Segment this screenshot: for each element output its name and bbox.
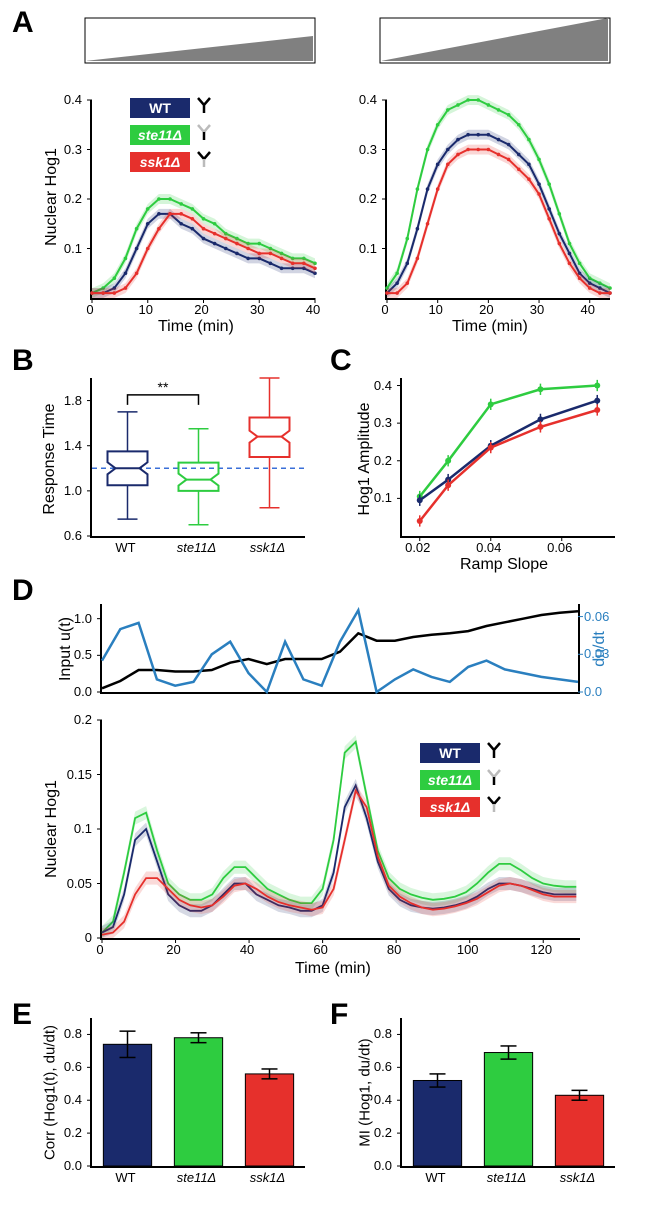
ramp-right <box>380 18 610 63</box>
ylabel-c: Hog1 Amplitude <box>356 389 374 529</box>
chart-d-input <box>100 604 580 694</box>
ramp-left <box>85 18 315 63</box>
panel-label-c: C <box>330 344 352 378</box>
legend-d: WT ste11Δ ssk1Δ <box>420 740 504 821</box>
ylabel-f: MI (Hog1, du/dt) <box>357 1018 374 1168</box>
chart-e-corr <box>90 1018 305 1168</box>
panel-label-a: A <box>12 6 34 40</box>
y-icon-ste11-d <box>484 767 504 792</box>
legend-a: WT ste11Δ ssk1Δ <box>130 95 214 176</box>
y-icon-wt-d <box>484 740 504 765</box>
y-icon-wt <box>194 95 214 120</box>
y-icon-ssk1 <box>194 149 214 174</box>
xlabel-d: Time (min) <box>295 960 371 978</box>
chart-d-hog1 <box>100 720 580 940</box>
chart-f-mi <box>400 1018 615 1168</box>
ylabel-d-top: Input u(t) <box>57 599 75 699</box>
panel-label-f: F <box>330 998 348 1032</box>
xlabel-a-right: Time (min) <box>452 318 528 336</box>
xlabel-a-left: Time (min) <box>158 318 234 336</box>
ylabel-b: Response Time <box>41 394 59 524</box>
panel-label-e: E <box>12 998 32 1032</box>
chart-a-right <box>385 100 610 300</box>
y-icon-ssk1-d <box>484 794 504 819</box>
ylabel-a: Nuclear Hog1 <box>43 137 61 257</box>
y-icon-ste11 <box>194 122 214 147</box>
panel-label-d: D <box>12 574 34 608</box>
xlabel-c: Ramp Slope <box>460 556 548 574</box>
chart-b-boxplot: ** <box>90 378 305 538</box>
panel-label-b: B <box>12 344 34 378</box>
ylabel-e: Corr (Hog1(t), du/dt) <box>42 1013 59 1173</box>
svg-text:**: ** <box>158 379 169 395</box>
ylabel-d-bot: Nuclear Hog1 <box>43 769 61 889</box>
chart-c-amplitude <box>400 378 615 538</box>
